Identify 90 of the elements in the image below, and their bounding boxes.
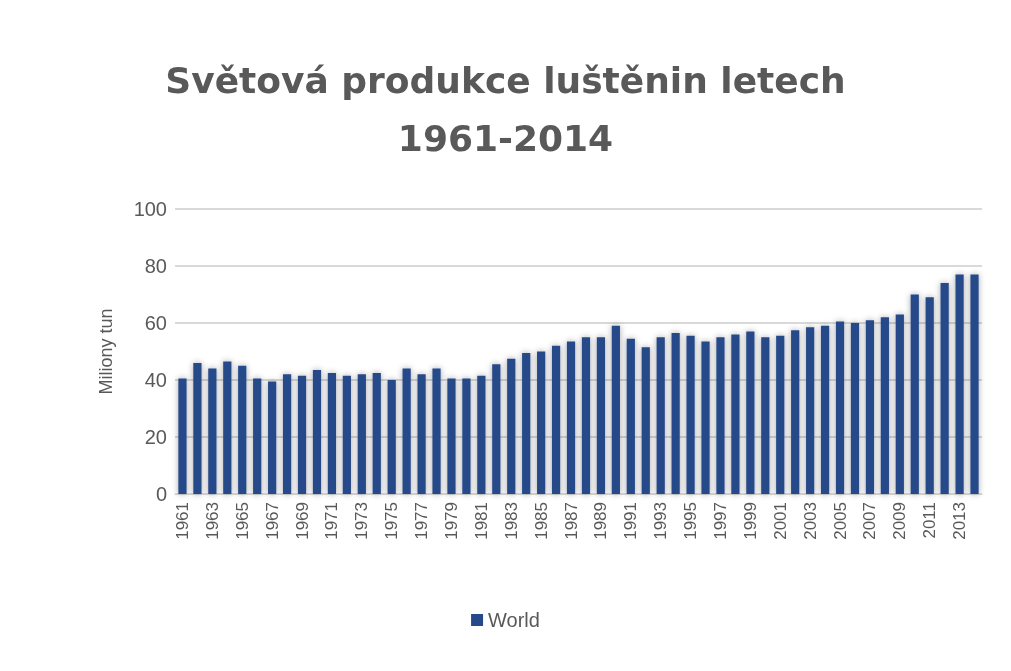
bar [895,314,904,494]
bar [731,334,740,494]
x-tick-label: 1983 [501,502,521,540]
bar [402,368,411,494]
bar [327,372,337,494]
x-tick-label: 1987 [561,502,581,540]
y-axis-title: Miliony tun [96,308,116,395]
bar [297,375,307,494]
x-tick-label: 1971 [322,502,342,540]
x-tick-label: 1977 [412,502,432,540]
bar [925,297,934,494]
x-tick-label: 1999 [740,502,760,540]
x-tick-label: 2009 [890,502,910,540]
bar [372,372,381,494]
x-tick-label: 1967 [262,502,282,540]
bar [835,321,845,494]
bar [312,370,322,494]
bar [820,325,830,494]
x-tick-label: 1995 [681,502,701,540]
bar [970,274,979,494]
bar [522,352,531,494]
bar [253,378,262,494]
bar [865,320,875,494]
bar [208,368,217,494]
bar [671,332,680,494]
bar [342,375,351,494]
bar [223,361,232,494]
y-tick-label: 40 [144,369,167,391]
bar [432,368,441,494]
bar [551,345,561,494]
bar [656,337,665,494]
x-tick-label: 1975 [382,502,402,540]
x-tick-label: 1989 [591,502,611,540]
x-tick-label: 2003 [800,502,820,540]
x-tick-label: 1979 [441,502,461,540]
bar [507,358,516,494]
bar [686,335,695,494]
bar [581,337,591,494]
bar [701,341,710,494]
bar [611,325,620,494]
bar [641,347,650,494]
bar [806,327,815,494]
x-tick-label: 1991 [621,502,641,540]
x-tick-label: 2001 [770,502,790,540]
bar [462,378,471,494]
legend-label: World [488,609,540,631]
bar [357,374,366,494]
bar [566,341,576,494]
bar [761,337,770,494]
bar [447,378,456,494]
bar [596,337,606,494]
bar [776,335,785,494]
bar [955,274,964,494]
bar [417,374,426,494]
y-tick-label: 20 [144,426,167,448]
chart-title: Světová produkce luštěnin letech 1961-2014 [165,59,846,159]
bar [880,317,889,494]
bar [193,362,202,494]
x-tick-label: 2005 [830,502,850,540]
y-tick-label: 0 [155,483,167,505]
y-tick-label: 100 [133,198,167,220]
x-tick-label: 2011 [920,502,940,539]
y-tick-label: 60 [144,312,167,334]
bar [850,323,860,494]
bar [940,283,949,494]
x-tick-label: 1961 [172,502,192,540]
x-tick-label: 2013 [950,502,970,540]
bar [238,365,247,494]
bar [477,375,486,494]
x-tick-label: 1965 [232,502,252,540]
bar [492,364,501,494]
x-tick-label: 1997 [710,502,730,540]
x-tick-label: 2007 [860,502,880,540]
bar [910,294,919,494]
x-tick-label: 1973 [352,502,372,540]
bar [626,338,635,494]
bar [268,381,277,494]
bar [746,331,755,494]
bar [178,378,187,494]
x-tick-label: 1981 [471,502,491,540]
bar [537,351,546,494]
x-tick-label: 1985 [531,502,551,540]
y-tick-label: 80 [144,255,167,277]
x-tick-label: 1963 [202,502,222,540]
x-tick-label: 1993 [651,502,671,540]
x-tick-label: 1969 [292,502,312,540]
bar [791,330,800,494]
bar [282,374,292,494]
bar [387,380,396,494]
bar [716,337,725,494]
